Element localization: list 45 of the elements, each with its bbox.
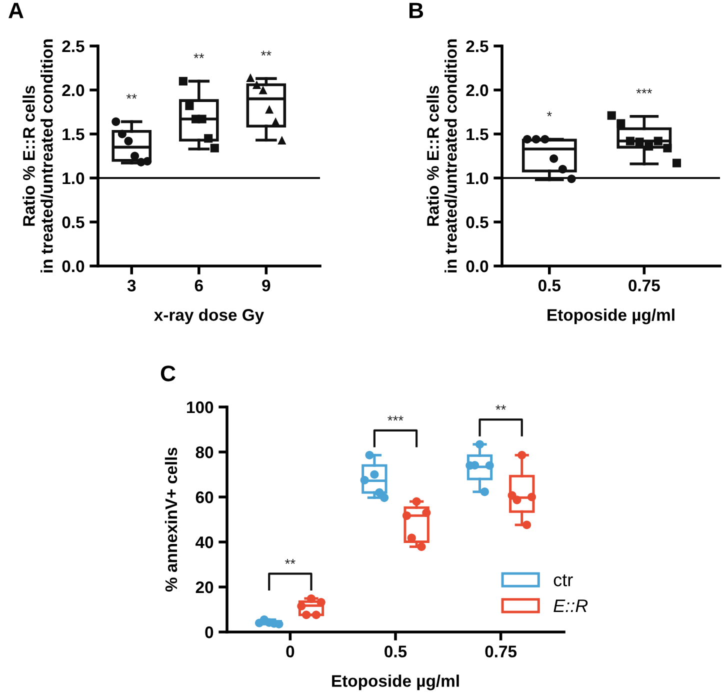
y-axis-title: Ratio % E::R cells in treated/untreated condition xyxy=(22,39,53,272)
chart-title: A xyxy=(8,2,24,18)
x-tick-label: 0.75 xyxy=(485,646,517,658)
x-tick-label: 0 xyxy=(286,646,294,658)
y-tick-label: 2.0 xyxy=(466,84,488,96)
y-axis-title: % annexinV+ cells xyxy=(164,448,178,592)
y-tick-label: 1.0 xyxy=(466,172,488,184)
y-tick-label: 0 xyxy=(205,626,214,638)
annotation: ** xyxy=(126,94,137,99)
y-tick-label: 40 xyxy=(196,536,214,548)
x-tick-label: 0.75 xyxy=(628,280,660,292)
legend-label: ctr xyxy=(554,574,573,586)
y-tick-label: 2.5 xyxy=(466,40,488,52)
x-tick-label: 3 xyxy=(127,280,136,292)
x-tick-label: 0.5 xyxy=(384,646,407,658)
legend-label: E::R xyxy=(554,600,588,612)
x-tick-label: 6 xyxy=(194,280,203,292)
x-axis-title: Etoposide µg/ml xyxy=(332,674,459,690)
annotation: ** xyxy=(496,404,506,410)
x-tick-label: 9 xyxy=(262,280,270,292)
y-tick-label: 20 xyxy=(196,581,214,594)
annotation: *** xyxy=(388,416,404,421)
y-tick-label: 0.0 xyxy=(466,260,488,272)
y-tick-label: 1.0 xyxy=(62,172,84,184)
x-axis-title: Etoposide µg/ml xyxy=(548,308,674,324)
annotation: ** xyxy=(261,50,272,56)
y-tick-label: 1.5 xyxy=(62,128,84,140)
y-axis-title: Ratio % E::R cells in treated/untreated condition xyxy=(426,39,457,272)
chart-title: B xyxy=(409,2,424,18)
x-tick-label: 0.5 xyxy=(538,280,561,292)
annotation: * xyxy=(546,111,552,116)
annotation: *** xyxy=(636,88,652,94)
annotation: ** xyxy=(285,559,296,564)
y-tick-label: 2.5 xyxy=(62,40,84,52)
x-axis-title: x-ray dose Gy xyxy=(154,308,264,324)
y-tick-label: 2.0 xyxy=(62,84,84,96)
chart-title: C xyxy=(160,366,176,382)
y-tick-label: 0.5 xyxy=(466,216,488,228)
annotation: ** xyxy=(194,53,204,58)
y-tick-label: 60 xyxy=(196,491,214,504)
y-tick-label: 80 xyxy=(196,446,214,458)
y-tick-label: 0.0 xyxy=(62,260,84,272)
y-tick-label: 100 xyxy=(187,401,214,414)
y-tick-label: 0.5 xyxy=(62,216,84,228)
y-tick-label: 1.5 xyxy=(466,128,488,140)
